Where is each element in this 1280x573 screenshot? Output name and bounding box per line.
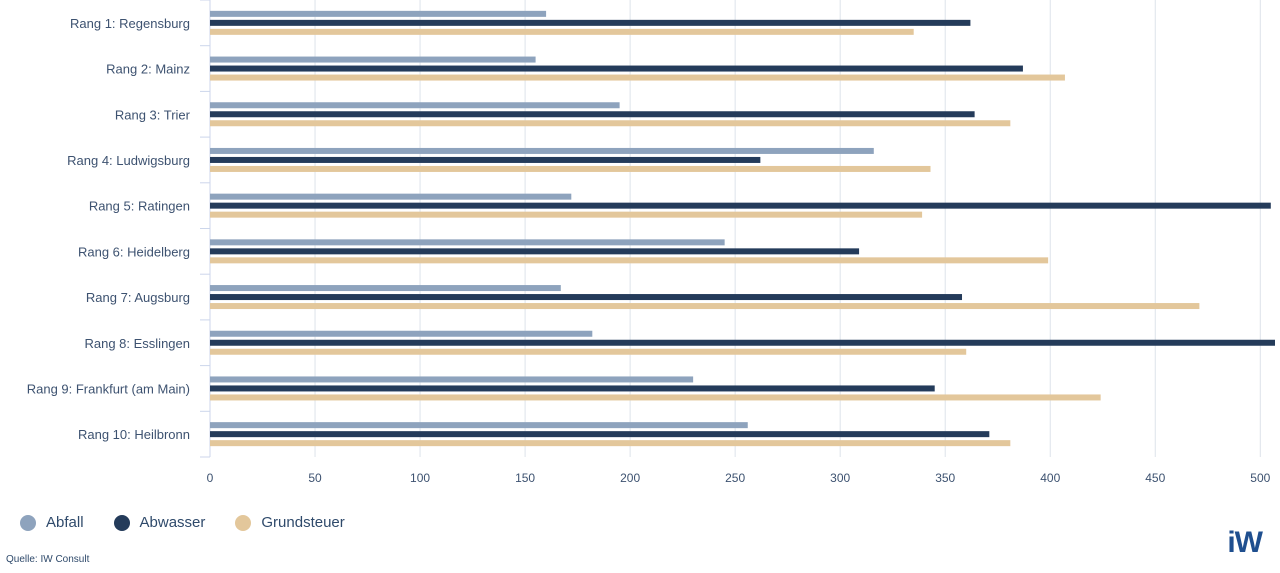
bar-abwasser xyxy=(210,248,860,255)
category-label: Rang 9: Frankfurt (am Main) xyxy=(27,381,190,396)
bar-abwasser xyxy=(210,19,971,26)
x-tick-label: 50 xyxy=(308,471,322,485)
bar-abfall xyxy=(210,239,725,246)
legend-item-grundsteuer[interactable]: Grundsteuer xyxy=(235,514,345,531)
bar-grundsteuer xyxy=(210,303,1200,310)
bar-abwasser xyxy=(210,202,1271,209)
bar-grundsteuer xyxy=(210,257,1049,264)
legend-dot-abfall xyxy=(20,514,36,531)
bar-grundsteuer xyxy=(210,165,931,172)
x-tick-label: 250 xyxy=(725,471,745,485)
category-label: Rang 5: Ratingen xyxy=(89,199,190,214)
x-tick-label: 500 xyxy=(1250,471,1270,485)
legend-item-abfall[interactable]: Abfall xyxy=(20,514,84,531)
iw-logo: iW xyxy=(1227,526,1263,559)
bar-abfall xyxy=(210,376,694,383)
source-note: Quelle: IW Consult xyxy=(6,554,90,565)
bar-abfall xyxy=(210,330,593,337)
legend-dot-abwasser xyxy=(113,514,130,531)
legend-label-grundsteuer: Grundsteuer xyxy=(261,514,345,531)
x-tick-label: 150 xyxy=(515,471,535,485)
category-label: Rang 3: Trier xyxy=(115,107,191,122)
bar-abwasser xyxy=(210,65,1023,72)
bar-grundsteuer xyxy=(210,211,923,218)
bar-abfall xyxy=(210,285,561,292)
category-label: Rang 7: Augsburg xyxy=(86,290,190,305)
bar-abfall xyxy=(210,147,874,154)
bar-abfall xyxy=(210,102,620,109)
bar-abfall xyxy=(210,56,536,63)
bar-grundsteuer xyxy=(210,348,967,355)
x-tick-label: 0 xyxy=(207,471,214,485)
category-label: Rang 4: Ludwigsburg xyxy=(67,153,190,168)
bar-abwasser xyxy=(210,111,975,118)
bar-grundsteuer xyxy=(210,120,1011,127)
bar-grundsteuer xyxy=(210,440,1011,447)
bar-abwasser xyxy=(210,385,935,392)
bar-grundsteuer xyxy=(210,28,914,35)
x-tick-label: 300 xyxy=(830,471,850,485)
legend-dot-grundsteuer xyxy=(235,514,252,531)
x-tick-label: 100 xyxy=(410,471,430,485)
x-tick-label: 350 xyxy=(935,471,955,485)
x-tick-label: 200 xyxy=(620,471,640,485)
bar-abwasser xyxy=(210,294,963,301)
x-tick-label: 400 xyxy=(1040,471,1060,485)
bar-abfall xyxy=(210,193,572,200)
category-label: Rang 10: Heilbronn xyxy=(78,427,190,442)
x-tick-label: 450 xyxy=(1145,471,1165,485)
category-label: Rang 8: Esslingen xyxy=(84,336,190,351)
legend-label-abwasser: Abwasser xyxy=(139,514,206,531)
category-label: Rang 6: Heidelberg xyxy=(78,244,190,259)
bar-abwasser xyxy=(210,431,990,438)
bar-abwasser xyxy=(210,339,1275,346)
legend: Abfall Abwasser Grundsteuer xyxy=(20,514,345,531)
bar-grundsteuer xyxy=(210,74,1065,81)
bar-chart: Rang 1: Regensburg Rang 2: Mainz Rang 3: T… xyxy=(27,0,1275,485)
category-label: Rang 1: Regensburg xyxy=(70,16,190,31)
bar-abfall xyxy=(210,10,547,17)
bar-abwasser xyxy=(210,156,761,163)
bar-grundsteuer xyxy=(210,394,1101,401)
category-label: Rang 2: Mainz xyxy=(106,62,190,77)
legend-item-abwasser[interactable]: Abwasser xyxy=(113,514,206,531)
legend-label-abfall: Abfall xyxy=(46,514,84,531)
bar-abfall xyxy=(210,422,748,429)
